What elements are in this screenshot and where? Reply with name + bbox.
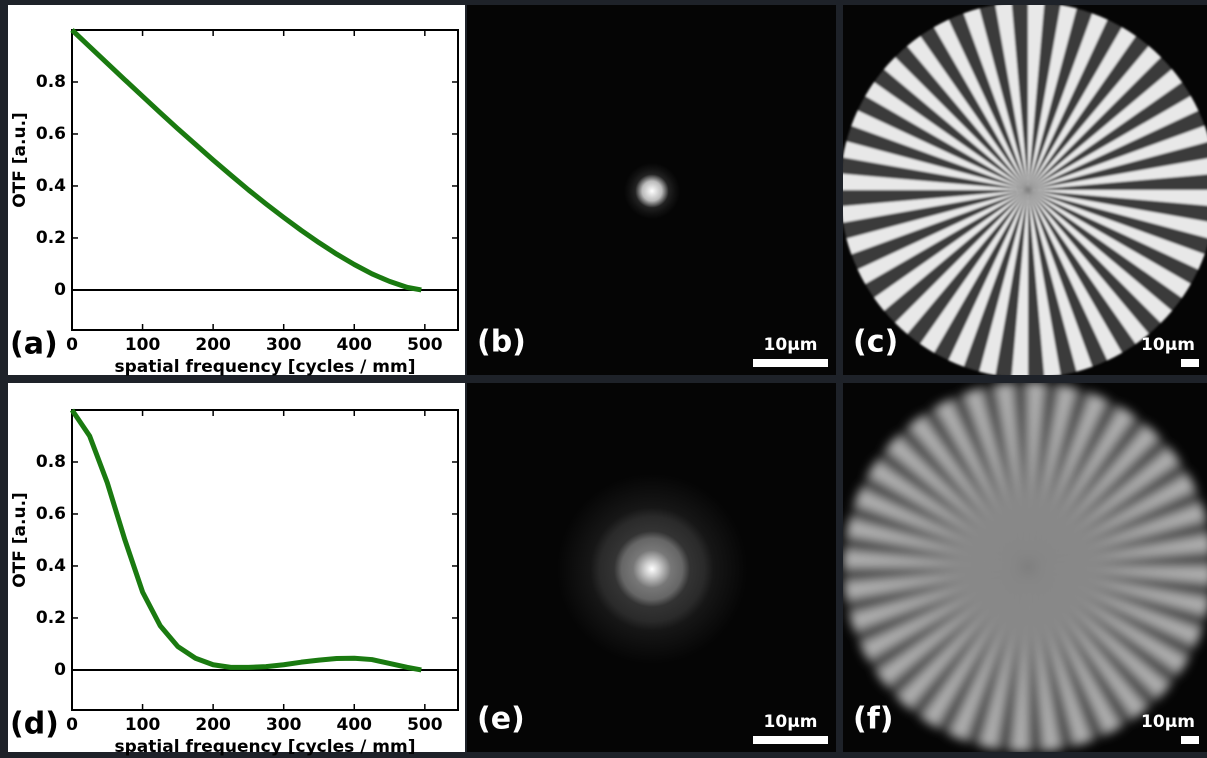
scale-bar-label: 10μm <box>1141 712 1195 732</box>
x-tick-label: 100 <box>125 715 161 735</box>
scale-bar <box>753 359 828 367</box>
scale-bar <box>1181 736 1199 744</box>
y-tick-label: 0.4 <box>36 176 66 196</box>
x-axis-label: spatial frequency [cycles / mm] <box>115 737 416 757</box>
figure: 00.20.40.60.80100200300400500spatial fre… <box>0 0 1207 758</box>
x-axis-label: spatial frequency [cycles / mm] <box>115 357 416 377</box>
x-tick-label: 300 <box>266 335 302 355</box>
x-tick-label: 0 <box>66 715 78 735</box>
x-tick-label: 200 <box>195 715 231 735</box>
scale-bar-label: 10μm <box>1141 335 1195 355</box>
x-tick-label: 400 <box>337 715 373 735</box>
panel-label: (a) <box>10 327 58 362</box>
y-tick-label: 0.8 <box>36 452 66 472</box>
y-tick-label: 0.2 <box>36 608 66 628</box>
x-tick-label: 100 <box>125 335 161 355</box>
y-tick-label: 0.4 <box>36 556 66 576</box>
panel-bg <box>8 5 465 375</box>
x-tick-label: 500 <box>407 335 443 355</box>
panel-bg <box>8 383 465 752</box>
y-tick-label: 0 <box>54 660 66 680</box>
x-tick-label: 200 <box>195 335 231 355</box>
y-axis-label: OTF [a.u.] <box>10 112 30 208</box>
panel-label: (c) <box>853 325 898 360</box>
psf-image <box>624 163 680 219</box>
panel-label: (f) <box>853 702 893 737</box>
x-tick-label: 300 <box>266 715 302 735</box>
scale-bar-label: 10μm <box>764 712 818 732</box>
x-tick-label: 400 <box>337 335 373 355</box>
scale-bar <box>753 736 828 744</box>
scale-bar <box>1181 359 1199 367</box>
y-tick-label: 0.6 <box>36 124 66 144</box>
psf-image <box>557 474 747 664</box>
y-tick-label: 0.6 <box>36 504 66 524</box>
y-tick-label: 0 <box>54 280 66 300</box>
y-axis-label: OTF [a.u.] <box>10 492 30 588</box>
star-image <box>843 382 1207 752</box>
y-tick-label: 0.2 <box>36 228 66 248</box>
y-tick-label: 0.8 <box>36 72 66 92</box>
x-tick-label: 0 <box>66 335 78 355</box>
star-image <box>840 2 1207 378</box>
panel-label: (e) <box>477 702 525 737</box>
panel-label: (d) <box>10 707 59 742</box>
scale-bar-label: 10μm <box>764 335 818 355</box>
panel-label: (b) <box>477 325 526 360</box>
x-tick-label: 500 <box>407 715 443 735</box>
